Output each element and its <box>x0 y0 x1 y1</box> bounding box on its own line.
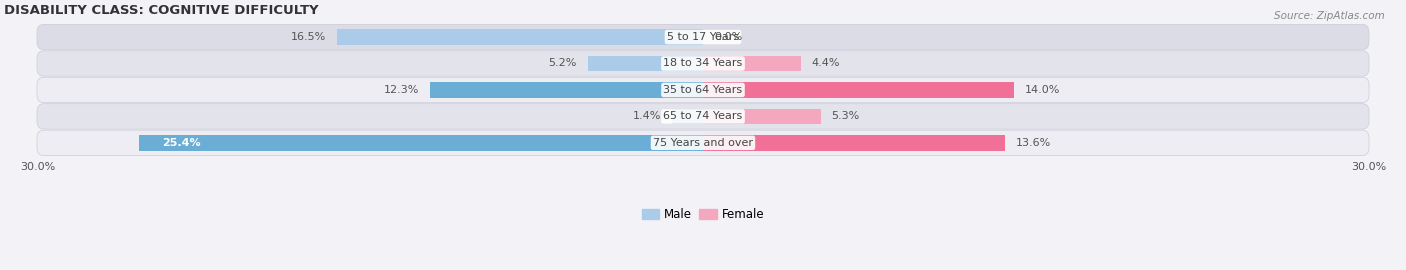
Text: 65 to 74 Years: 65 to 74 Years <box>664 112 742 122</box>
Legend: Male, Female: Male, Female <box>637 203 769 226</box>
Text: 1.4%: 1.4% <box>633 112 661 122</box>
Bar <box>703 56 800 71</box>
Text: 16.5%: 16.5% <box>291 32 326 42</box>
Bar <box>430 82 703 98</box>
FancyBboxPatch shape <box>37 51 1369 76</box>
Text: 13.6%: 13.6% <box>1015 138 1052 148</box>
Bar <box>139 135 703 150</box>
Text: 14.0%: 14.0% <box>1025 85 1060 95</box>
Text: 5 to 17 Years: 5 to 17 Years <box>666 32 740 42</box>
FancyBboxPatch shape <box>37 130 1369 156</box>
Text: 12.3%: 12.3% <box>384 85 419 95</box>
Text: 4.4%: 4.4% <box>811 59 841 69</box>
Text: 0.0%: 0.0% <box>714 32 742 42</box>
Text: 35 to 64 Years: 35 to 64 Years <box>664 85 742 95</box>
Bar <box>672 109 703 124</box>
FancyBboxPatch shape <box>37 104 1369 129</box>
Text: 5.2%: 5.2% <box>548 59 576 69</box>
Bar <box>588 56 703 71</box>
Text: 75 Years and over: 75 Years and over <box>652 138 754 148</box>
Bar <box>337 29 703 45</box>
Bar <box>703 135 1005 150</box>
Text: 18 to 34 Years: 18 to 34 Years <box>664 59 742 69</box>
Text: DISABILITY CLASS: COGNITIVE DIFFICULTY: DISABILITY CLASS: COGNITIVE DIFFICULTY <box>4 4 319 17</box>
Bar <box>703 82 1014 98</box>
FancyBboxPatch shape <box>37 77 1369 103</box>
Bar <box>703 109 821 124</box>
Text: 25.4%: 25.4% <box>162 138 200 148</box>
FancyBboxPatch shape <box>37 24 1369 50</box>
Text: 5.3%: 5.3% <box>832 112 860 122</box>
Text: Source: ZipAtlas.com: Source: ZipAtlas.com <box>1274 11 1385 21</box>
